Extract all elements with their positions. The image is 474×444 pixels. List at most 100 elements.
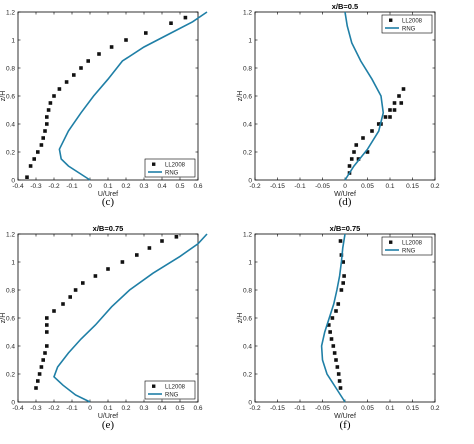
data-point	[81, 281, 85, 285]
data-point	[354, 143, 359, 147]
data-point	[341, 281, 345, 285]
chart-panel-4: -0.2 -0.15 -0.1 -0.05 0 0.05 0.1 0.15 0.2 0 0.2 0.4…	[237, 224, 440, 431]
data-point	[399, 101, 404, 105]
x-tick-label: -0.2	[48, 183, 60, 190]
data-point	[25, 175, 29, 179]
data-point	[41, 358, 45, 362]
legend-marker-ll2008	[152, 162, 156, 166]
legend-marker-ll2008	[389, 18, 393, 22]
x-tick-label: 0.05	[361, 405, 374, 412]
legend-label-rng: RNG	[402, 26, 416, 32]
y-tick-label: 0.4	[243, 343, 252, 350]
data-point	[338, 239, 343, 243]
series-rng	[320, 233, 346, 403]
data-point	[52, 94, 56, 98]
data-point	[37, 372, 42, 376]
x-tick-label: -0.15	[270, 183, 285, 190]
y-tick-label: 1	[11, 37, 15, 44]
x-tick-label: 0.6	[193, 405, 202, 412]
y-tick-label: 0.8	[6, 287, 15, 294]
panel-label: (c)	[102, 196, 115, 208]
data-point	[73, 288, 78, 292]
data-point	[329, 337, 334, 341]
x-tick-label: -0.1	[294, 405, 306, 412]
legend-label-rng: RNG	[165, 392, 179, 398]
data-point	[397, 94, 401, 98]
legend-label-ll2008: LL2008	[402, 18, 423, 24]
x-tick-label: 0.5	[175, 183, 184, 190]
y-tick-label: 0.6	[6, 315, 15, 322]
data-point	[86, 59, 90, 63]
plot-area	[17, 11, 199, 181]
data-point	[45, 323, 49, 327]
panel-label: (e)	[102, 419, 115, 431]
data-point	[72, 73, 76, 77]
x-axis-label: W/Uref	[334, 191, 356, 198]
data-point	[361, 136, 365, 140]
x-tick-label: 0.2	[430, 405, 439, 412]
x-tick-label: -0.1	[294, 183, 306, 190]
x-tick-label: 0.1	[385, 405, 394, 412]
data-point	[45, 316, 49, 320]
chart-title: x/B=0.75	[330, 224, 361, 233]
y-tick-label: 0.2	[6, 149, 15, 156]
y-tick-label: 0.4	[243, 121, 252, 128]
x-tick-label: -0.4	[12, 183, 24, 190]
data-point	[370, 129, 374, 133]
y-tick-label: 0.2	[243, 371, 252, 378]
series-line-rng	[53, 233, 208, 403]
data-point	[334, 358, 338, 362]
series-rng	[53, 233, 208, 403]
y-tick-label: 0.4	[6, 121, 15, 128]
data-point	[147, 246, 152, 250]
x-tick-label: 0.15	[406, 183, 419, 190]
y-tick-label: 1.2	[6, 9, 15, 16]
data-point	[349, 157, 354, 161]
data-point	[39, 365, 44, 369]
data-point	[339, 288, 344, 292]
x-tick-label: -0.2	[249, 183, 261, 190]
y-tick-label: 0.2	[6, 371, 15, 378]
y-tick-label: 1	[11, 259, 15, 266]
data-point	[342, 274, 346, 278]
x-axis-label: U/Uref	[98, 191, 118, 198]
data-point	[352, 150, 356, 154]
y-tick-label: 1.2	[243, 231, 252, 238]
data-point	[106, 267, 110, 271]
x-tick-label: 0	[343, 183, 347, 190]
series-ll2008	[34, 235, 179, 390]
x-tick-label: -0.05	[315, 405, 330, 412]
data-point	[169, 21, 173, 25]
data-point	[160, 239, 164, 243]
x-axis-label: W/Uref	[334, 413, 356, 420]
data-point	[28, 164, 33, 168]
x-tick-label: 0.2	[121, 405, 130, 412]
x-tick-label: 0	[343, 405, 347, 412]
x-tick-label: -0.1	[66, 405, 78, 412]
legend-label-ll2008: LL2008	[165, 384, 186, 390]
series-line-rng	[58, 11, 208, 181]
data-point	[336, 372, 341, 376]
x-tick-label: -0.05	[315, 183, 330, 190]
x-axis-label: U/Uref	[98, 413, 118, 420]
x-tick-label: 0.3	[139, 405, 148, 412]
data-point	[401, 87, 406, 91]
data-point	[135, 253, 139, 257]
legend: LL2008 RNG	[144, 158, 196, 178]
data-point	[392, 101, 397, 105]
legend: LL2008 RNG	[381, 236, 433, 256]
series-line-rng	[344, 11, 385, 181]
legend-label-ll2008: LL2008	[402, 240, 423, 246]
data-point	[383, 115, 388, 119]
y-axis-label: z/H	[237, 313, 244, 324]
y-tick-label: 0.4	[6, 343, 15, 350]
data-point	[45, 330, 49, 334]
data-point	[335, 365, 340, 369]
data-point	[356, 157, 361, 161]
y-tick-label: 1	[248, 37, 252, 44]
legend-marker-ll2008	[389, 240, 393, 244]
x-tick-label: -0.2	[249, 405, 261, 412]
x-tick-label: 0.2	[430, 183, 439, 190]
data-point	[124, 38, 128, 42]
